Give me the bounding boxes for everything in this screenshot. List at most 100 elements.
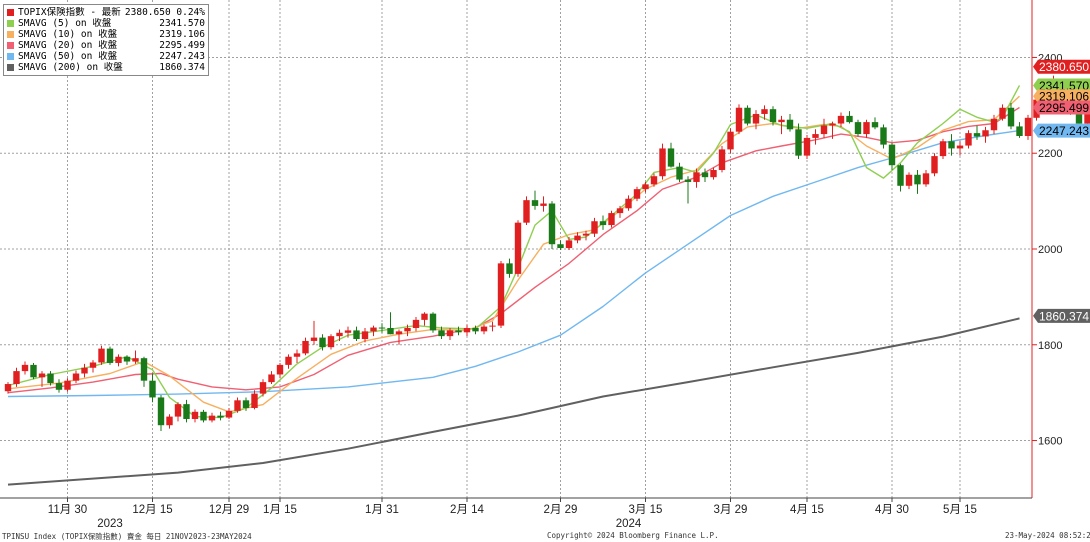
price-tag: 2247.243 — [1033, 123, 1090, 138]
legend-entry: SMAVG (20) on 收盤 2295.499 — [7, 40, 205, 51]
footer-timestamp: 23-May-2024 08:52:29 — [1005, 531, 1090, 540]
candle-body — [557, 244, 564, 249]
candle-body — [540, 203, 547, 206]
candle-body — [302, 340, 309, 354]
candle-body — [89, 362, 97, 368]
legend-value: 1860.374 — [159, 62, 205, 73]
candle-body — [259, 382, 267, 394]
legend-entry: SMAVG (50) on 收盤 2247.243 — [7, 51, 205, 62]
candle-body — [55, 383, 63, 390]
x-tick-label: 2月 29 — [544, 504, 578, 516]
candle-body — [642, 184, 649, 190]
y-tick-label: 1600 — [1038, 436, 1062, 448]
candle-body — [1007, 107, 1015, 127]
candle-body — [905, 174, 913, 186]
candle-body — [251, 393, 258, 408]
price-tag: 2319.106 — [1033, 89, 1090, 104]
x-tick-label: 1月 31 — [365, 504, 399, 516]
price-tag: 2380.650 — [1033, 59, 1090, 74]
candle-body — [846, 115, 853, 123]
candle-body — [81, 367, 88, 374]
candle-body — [676, 166, 683, 180]
x-tick-label: 1月 15 — [263, 504, 297, 516]
candle-body — [752, 113, 760, 124]
candle-body — [387, 328, 394, 335]
candle-body — [217, 415, 224, 418]
legend-label: SMAVG (50) on 收盤 — [18, 51, 118, 62]
candle-body — [761, 109, 768, 114]
candle-body — [463, 328, 471, 333]
candle-body — [276, 364, 284, 375]
x-tick-label: 12月 29 — [209, 504, 249, 516]
candle-body — [531, 200, 539, 206]
candle-body — [378, 327, 386, 329]
candle-body — [38, 373, 46, 378]
candle-body — [472, 328, 479, 332]
candle-body — [990, 118, 998, 131]
candle-body — [149, 380, 156, 398]
candle-body — [123, 356, 131, 362]
x-tick-label: 4月 30 — [875, 504, 909, 516]
legend-label: TOPIX保険指數 - 最新價 — [18, 7, 121, 18]
x-tick-label: 11月 30 — [48, 504, 87, 516]
candle-body — [565, 240, 573, 249]
price-tag-label: 2295.499 — [1039, 101, 1089, 115]
candle-body — [319, 337, 326, 348]
candle-body — [47, 373, 54, 384]
candle-body — [497, 263, 505, 326]
legend-swatch — [7, 20, 14, 27]
legend-label: SMAVG (10) on 收盤 — [18, 29, 118, 40]
candle-body — [72, 373, 80, 381]
candle-body — [132, 358, 139, 362]
candle-body — [948, 141, 955, 149]
legend-value: 2319.106 — [159, 29, 205, 40]
candle-body — [455, 330, 462, 333]
candle-body — [1024, 117, 1032, 136]
x-tick-label: 3月 15 — [629, 504, 663, 516]
candle-body — [922, 173, 930, 185]
candle-body — [480, 326, 488, 332]
candle-body — [659, 148, 666, 177]
candle-body — [667, 148, 675, 167]
candle-body — [693, 172, 700, 182]
candle-body — [608, 213, 615, 226]
x-year-label: 2024 — [616, 518, 642, 530]
candle-body — [327, 336, 335, 348]
x-year-label: 2023 — [97, 518, 123, 530]
candle-body — [727, 131, 734, 150]
candle-body — [157, 397, 165, 426]
candle-body — [871, 122, 879, 128]
candle-body — [361, 331, 369, 340]
price-tag-box — [1033, 123, 1090, 138]
candle-body — [293, 353, 301, 357]
x-tick-label: 2月 14 — [450, 504, 484, 516]
candle-body — [616, 208, 624, 214]
candle-body — [200, 411, 207, 421]
candle-body — [344, 330, 352, 333]
chart-legend: TOPIX保険指數 - 最新價 2380.650 0.24% SMAVG (5) o… — [3, 4, 209, 76]
candle-body — [98, 348, 105, 363]
candle-body — [710, 169, 717, 178]
candle-body — [404, 328, 411, 332]
candle-body — [735, 107, 743, 132]
candle-body — [897, 165, 904, 186]
candle-body — [684, 179, 692, 182]
candle-body — [285, 356, 292, 365]
candle-body — [234, 400, 241, 411]
price-tag: 1860.374 — [1033, 308, 1090, 323]
candle-body — [548, 203, 556, 245]
candle-body — [982, 130, 989, 137]
price-tag-box — [1033, 89, 1090, 104]
candle-body — [956, 145, 964, 149]
candle-body — [778, 119, 785, 123]
legend-entry: TOPIX保険指數 - 最新價 2380.650 0.24% — [7, 7, 205, 18]
candle-body — [268, 374, 275, 383]
footer-source: TPINSU Index (TOPIX保險指數) 賣金 每日 21NOV2023… — [2, 532, 252, 541]
y-tick-label: 2000 — [1038, 244, 1062, 256]
legend-value: 2295.499 — [159, 40, 205, 51]
candle-body — [939, 141, 947, 157]
candle-body — [370, 327, 377, 332]
candle-body — [812, 134, 819, 138]
candle-body — [30, 364, 37, 378]
